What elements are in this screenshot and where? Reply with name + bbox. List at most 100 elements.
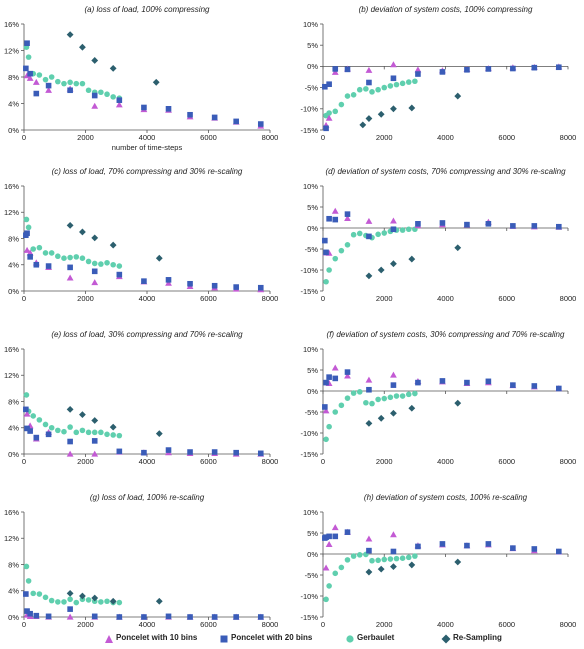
data-point [393, 555, 400, 562]
x-tick-label: 2000 [77, 457, 94, 466]
series-resampling [66, 221, 163, 262]
chart-panel-1: (b) deviation of system costs, 100% comp… [300, 5, 576, 142]
data-point [323, 125, 329, 132]
data-point [408, 404, 416, 412]
data-point [510, 65, 516, 72]
data-point [257, 614, 264, 620]
y-tick-label: -10% [300, 105, 318, 114]
data-point [531, 64, 538, 71]
data-point [531, 546, 538, 552]
data-point [104, 259, 110, 266]
data-point [23, 246, 31, 253]
data-point [116, 263, 123, 269]
data-point [85, 258, 92, 265]
data-point [36, 417, 43, 423]
data-point [393, 393, 400, 399]
data-point [556, 385, 562, 392]
x-tick-label: 4000 [437, 133, 454, 142]
data-point [155, 430, 163, 438]
data-point [326, 374, 332, 380]
series-gerbaulet [23, 563, 123, 606]
data-point [377, 110, 385, 118]
data-point [91, 438, 98, 444]
series-poncelet10 [23, 246, 265, 293]
data-point [187, 280, 193, 287]
data-point [350, 92, 357, 98]
x-tick-label: 0 [22, 133, 26, 142]
data-point [66, 589, 74, 597]
data-point [454, 92, 462, 100]
data-point [91, 594, 99, 602]
data-point [79, 228, 86, 236]
data-point [110, 261, 116, 268]
data-point [141, 278, 147, 284]
data-point [485, 541, 492, 547]
data-point [211, 282, 218, 289]
data-point [66, 613, 74, 620]
data-point [323, 534, 329, 540]
data-point [79, 411, 86, 419]
series-resampling [365, 399, 462, 427]
data-point [365, 568, 373, 576]
y-tick-label: 16% [4, 182, 19, 191]
y-tick-label: -15% [300, 613, 318, 622]
data-point [356, 552, 363, 558]
x-tick-label: 4000 [437, 457, 454, 466]
data-point [344, 211, 351, 217]
data-point [257, 284, 264, 291]
data-point [454, 399, 462, 407]
data-point [390, 563, 397, 570]
y-tick-label: -15% [300, 450, 318, 459]
data-point [412, 553, 418, 559]
data-point [91, 429, 98, 436]
y-tick-label: 4% [8, 261, 19, 270]
data-point [27, 428, 33, 434]
data-point [454, 558, 462, 566]
data-point [510, 382, 516, 388]
data-point [61, 80, 67, 87]
y-tick-label: 4% [8, 587, 19, 596]
data-point [23, 65, 29, 72]
data-point [233, 449, 239, 456]
series-resampling [66, 589, 163, 605]
data-point [350, 553, 357, 559]
data-point [323, 596, 329, 603]
data-point [233, 614, 239, 620]
data-point [377, 414, 385, 422]
data-point [33, 612, 40, 619]
series-resampling [66, 405, 163, 438]
x-tick-label: 8000 [560, 620, 577, 629]
data-point [332, 375, 339, 382]
legend-label: Re-Sampling [453, 633, 502, 642]
y-tick-label: 8% [8, 73, 19, 82]
data-point [439, 69, 446, 75]
data-point [377, 565, 385, 573]
x-tick-label: 0 [321, 457, 325, 466]
data-point [390, 548, 397, 555]
chart-panel-7: (h) deviation of system costs, 100% re-s… [300, 493, 576, 629]
data-point [165, 277, 172, 283]
data-point [73, 80, 80, 87]
data-point [390, 75, 397, 82]
data-point [415, 221, 421, 227]
x-tick-label: 6000 [200, 457, 217, 466]
data-point [464, 379, 470, 386]
data-point [510, 223, 516, 229]
data-point [464, 66, 470, 73]
data-point [332, 533, 339, 540]
data-point [439, 378, 446, 384]
x-tick-label: 2000 [376, 133, 393, 142]
square-marker-icon [220, 635, 228, 643]
data-point [390, 226, 397, 233]
data-point [109, 241, 117, 249]
y-tick-label: 10% [303, 345, 318, 354]
data-point [375, 86, 381, 93]
data-point [42, 250, 49, 256]
x-tick-label: 4000 [139, 133, 156, 142]
data-point [115, 101, 123, 108]
y-tick-label: 10% [303, 182, 318, 191]
data-point [381, 556, 388, 563]
data-point [91, 260, 98, 267]
data-point [365, 535, 373, 542]
data-point [399, 555, 406, 561]
